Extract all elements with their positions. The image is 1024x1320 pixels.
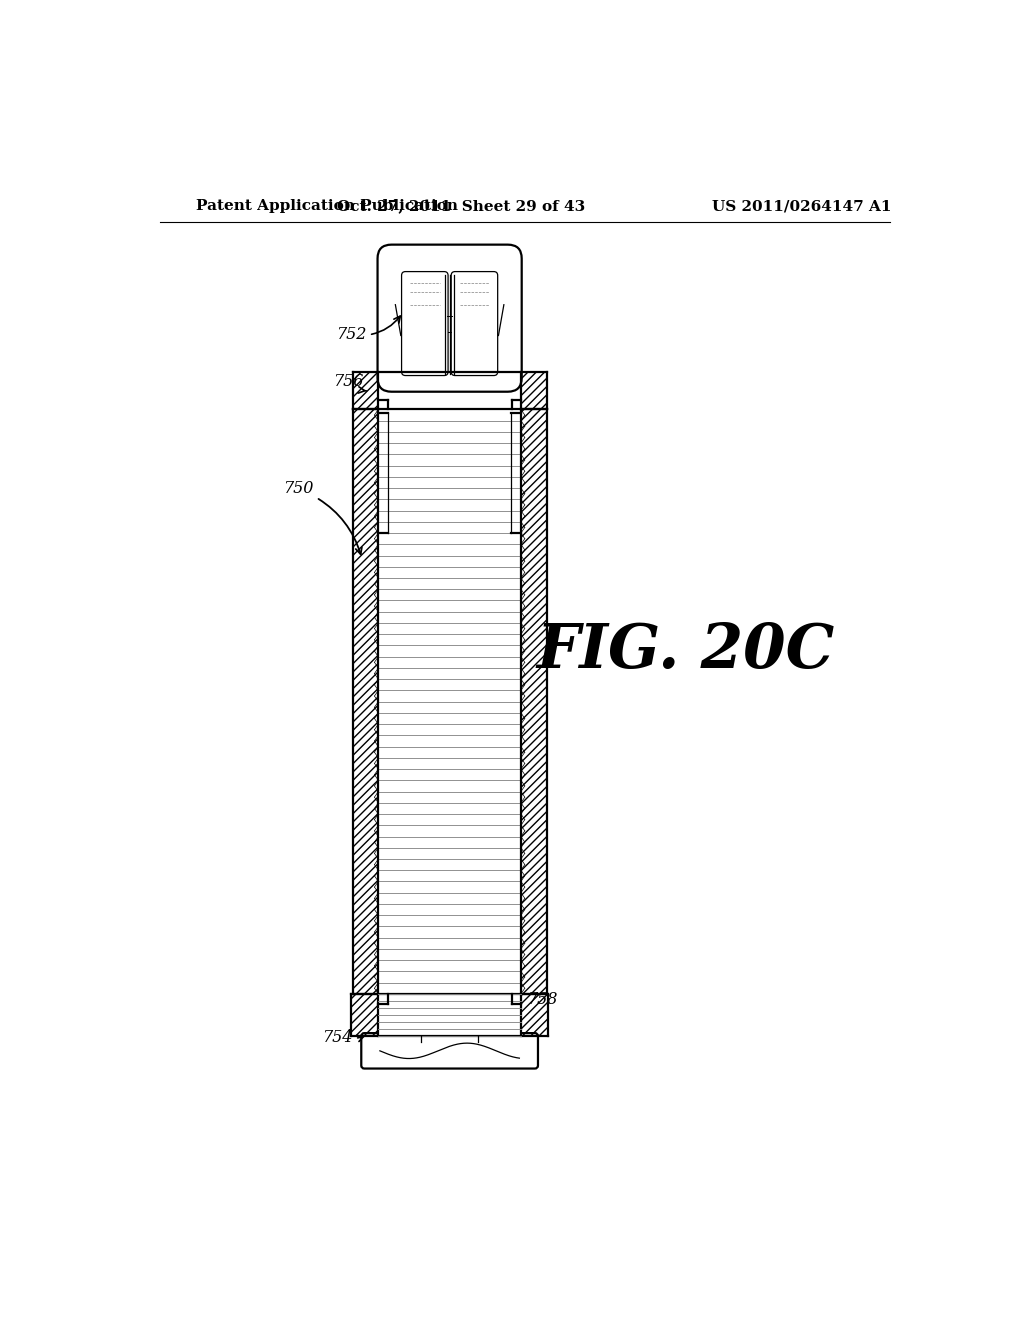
Bar [521, 372, 547, 409]
Text: 754: 754 [322, 1030, 364, 1047]
Bar [521, 409, 547, 994]
FancyBboxPatch shape [378, 244, 521, 392]
Bar [521, 994, 548, 1036]
Text: 750: 750 [283, 480, 361, 554]
Bar [352, 409, 378, 994]
Text: 752: 752 [336, 315, 400, 343]
Bar [352, 372, 547, 409]
Bar [378, 994, 521, 1036]
FancyBboxPatch shape [401, 272, 449, 376]
Text: 756: 756 [334, 372, 367, 393]
Bar [521, 409, 547, 994]
FancyBboxPatch shape [452, 272, 498, 376]
Bar [352, 372, 378, 409]
Text: US 2011/0264147 A1: US 2011/0264147 A1 [713, 199, 892, 213]
Text: Patent Application Publication: Patent Application Publication [197, 199, 458, 213]
Bar [351, 994, 378, 1036]
Text: 758: 758 [527, 991, 557, 1008]
Bar [378, 409, 521, 994]
FancyBboxPatch shape [361, 1034, 538, 1069]
Bar [352, 409, 378, 994]
Text: FIG. 20C: FIG. 20C [537, 622, 836, 681]
Text: Oct. 27, 2011  Sheet 29 of 43: Oct. 27, 2011 Sheet 29 of 43 [337, 199, 586, 213]
Bar [351, 994, 548, 1036]
